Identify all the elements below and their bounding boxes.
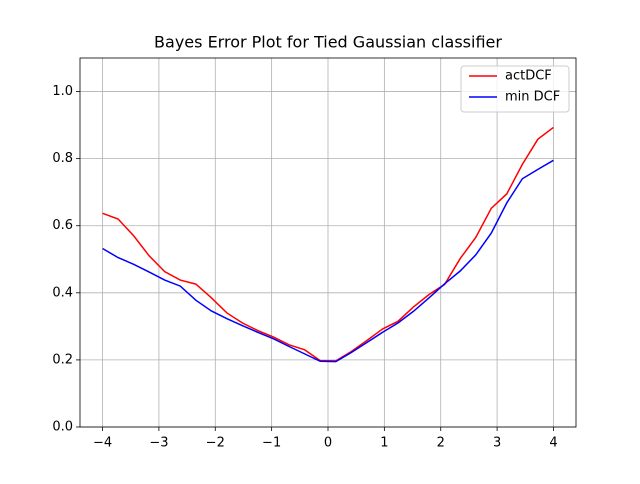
- axes-frame: [79, 57, 577, 428]
- legend-label: min DCF: [505, 90, 560, 105]
- x-tick-label: −3: [149, 436, 168, 451]
- x-tick-label: 0: [324, 436, 332, 451]
- y-tick-label: 0.6: [52, 218, 73, 233]
- chart-title: Bayes Error Plot for Tied Gaussian class…: [154, 33, 502, 52]
- data-line: [102, 159, 554, 363]
- x-tick-label: −4: [93, 436, 112, 451]
- y-tick-label: 1.0: [52, 84, 73, 99]
- x-tick-label: 3: [493, 436, 501, 451]
- y-tick-label: 0.4: [52, 285, 73, 300]
- x-tick-label: −1: [262, 436, 281, 451]
- x-tick-label: −2: [206, 436, 225, 451]
- legend-box: [460, 65, 570, 113]
- y-tick-label: 0.0: [52, 420, 73, 435]
- y-tick-label: 0.8: [52, 151, 73, 166]
- y-tick-label: 0.2: [52, 352, 73, 367]
- legend-label: actDCF: [505, 69, 552, 84]
- x-tick-label: 2: [437, 436, 445, 451]
- x-tick-label: 4: [549, 436, 557, 451]
- x-tick-label: 1: [380, 436, 388, 451]
